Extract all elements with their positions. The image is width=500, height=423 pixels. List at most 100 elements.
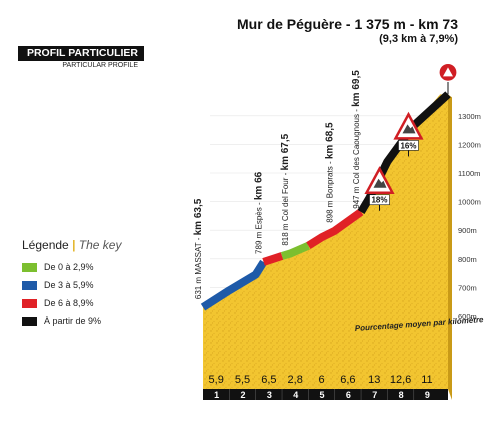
legend-items: De 0 à 2,9% De 3 à 5,9% De 6 à 8,9% À parti… <box>22 258 162 330</box>
waypoint-km: km 66 <box>254 171 265 200</box>
waypoint-name: MASSAT - <box>194 235 203 274</box>
km-gradient-value: 6,6 <box>340 374 355 386</box>
profile-line <box>200 91 451 311</box>
km-markers: 1 2 3 4 5 6 7 8 9 <box>214 389 430 400</box>
y-tick-label: 1000m <box>458 198 481 207</box>
particular-profile-caption: PARTICULAR PROFILE <box>62 62 138 69</box>
legend-item: De 0 à 2,9% <box>22 258 162 276</box>
km-tick-label: 8 <box>399 390 404 400</box>
legend-separator: | <box>72 238 76 252</box>
waypoint-label: 818 m Col del Four - km 67,5 <box>280 133 291 245</box>
waypoint-text: 947 m Col des Caougnous - km 69,5 <box>351 70 362 209</box>
waypoint-km: km 67,5 <box>280 133 291 170</box>
legend-swatch <box>22 280 37 290</box>
y-tick-label: 700m <box>458 283 477 292</box>
sign-percent: 16% <box>400 141 416 150</box>
km-gradient-value: 2,8 <box>288 374 303 386</box>
waypoint-text: 631 m MASSAT - km 63,5 <box>193 198 204 299</box>
waypoint-name: Col del Four - <box>281 170 290 221</box>
profile-base <box>203 389 448 400</box>
y-axis-ticks: 600m 700m 800m 900m 1000m 1100m 1200m 1300m <box>458 112 481 321</box>
waypoint-km: km 69,5 <box>351 70 362 107</box>
km-gradient-value: 13 <box>368 374 380 386</box>
gradient-signs: 18% 16% <box>364 111 424 211</box>
gradient-sign: 16% <box>393 111 424 157</box>
profile-side <box>448 94 452 400</box>
chart-title: Mur de Péguère - 1 375 m - km 73 (9,3 km… <box>237 16 458 45</box>
summit-marker <box>438 62 458 95</box>
waypoint-km: km 68,5 <box>325 122 336 159</box>
km-gradient-value: 6,5 <box>261 374 276 386</box>
waypoint-label: 631 m MASSAT - km 63,5 <box>193 198 204 299</box>
waypoint-text: 818 m Col del Four - km 67,5 <box>280 133 291 245</box>
waypoint-text: 789 m Espès - km 66 <box>254 171 265 254</box>
y-tick-label: 1300m <box>458 112 481 121</box>
profile-segment <box>306 208 364 250</box>
y-tick-label: 900m <box>458 226 477 235</box>
mountain-icon <box>373 178 387 188</box>
waypoint-text: 898 m Bonprats - km 68,5 <box>325 122 336 223</box>
waypoint-altitude: 898 m <box>326 198 335 222</box>
km-gradient-value: 11 <box>421 374 432 386</box>
profile-segment <box>262 252 284 266</box>
title-main: Mur de Péguère - 1 375 m - km 73 <box>237 16 458 32</box>
legend-swatch <box>22 298 37 308</box>
title-subtitle: (9,3 km à 7,9%) <box>379 33 458 45</box>
y-tick-label: 800m <box>458 255 477 264</box>
title-name: Mur de Péguère <box>237 16 343 32</box>
gradient-labels: 5,9 5,5 6,5 2,8 6 6,6 13 12,6 11 <box>209 374 433 386</box>
y-tick-label: 1100m <box>458 169 480 178</box>
waypoint-altitude: 789 m <box>255 229 264 253</box>
waypoint-name: Col des Caougnous - <box>352 107 361 184</box>
legend-title-fr: Légende <box>22 238 69 252</box>
legend-item: De 6 à 8,9% <box>22 294 162 312</box>
legend: Légende | The key De 0 à 2,9% De 3 à 5,9%… <box>22 238 162 330</box>
legend-swatch <box>22 262 37 272</box>
km-gradient-value: 5,5 <box>235 374 250 386</box>
km-gradient-value: 5,9 <box>209 374 224 386</box>
km-tick-label: 5 <box>320 390 325 400</box>
km-tick-label: 2 <box>241 390 246 400</box>
waypoint-label: 947 m Col des Caougnous - km 69,5 <box>351 70 362 209</box>
km-tick-label: 1 <box>214 390 219 400</box>
profile-segment <box>200 259 267 311</box>
legend-label: De 0 à 2,9% <box>44 262 94 272</box>
km-tick-label: 6 <box>346 390 351 400</box>
sign-percent: 18% <box>371 196 387 205</box>
profile-segment <box>280 241 310 260</box>
waypoint-name: Espès - <box>255 200 264 229</box>
legend-item: À partir de 9% <box>22 312 162 330</box>
legend-label: De 6 à 8,9% <box>44 298 94 308</box>
title-details: - 1 375 m - km 73 <box>342 16 458 32</box>
km-gradient-value: 6 <box>318 374 324 386</box>
km-tick-label: 4 <box>293 390 298 400</box>
legend-label: À partir de 9% <box>44 316 102 326</box>
profile-segment <box>357 91 451 214</box>
sign-plate <box>369 194 390 206</box>
km-tick-label: 3 <box>267 390 272 400</box>
legend-item: De 3 à 5,9% <box>22 276 162 294</box>
gradient-sign: 18% <box>364 166 395 211</box>
legend-label: De 3 à 5,9% <box>44 280 94 290</box>
legend-swatch <box>22 316 37 326</box>
legend-title-en: The key <box>78 238 122 252</box>
km-tick-label: 7 <box>372 390 377 400</box>
km-gradient-value: 12,6 <box>390 374 411 386</box>
waypoint-name: Bonprats - <box>326 159 335 198</box>
mountain-icon <box>402 124 416 134</box>
waypoint-altitude: 631 m <box>194 275 203 299</box>
y-tick-label: 1200m <box>458 140 481 149</box>
sign-plate <box>398 140 419 151</box>
waypoint-km: km 63,5 <box>193 198 204 235</box>
legend-title: Légende | The key <box>22 238 162 252</box>
waypoint-altitude: 818 m <box>281 221 290 245</box>
km-base-bar <box>203 389 448 400</box>
profil-particulier-badge: PROFIL PARTICULIER <box>18 46 144 61</box>
summit-mountain-icon <box>443 67 453 77</box>
y-tick-label: 600m <box>458 312 477 321</box>
waypoint-label: 789 m Espès - km 66 <box>254 171 265 254</box>
waypoint-altitude: 947 m <box>352 184 361 208</box>
waypoints: 631 m MASSAT - km 63,5 789 m Espès - km 6… <box>193 70 362 299</box>
km-tick-label: 9 <box>425 390 430 400</box>
